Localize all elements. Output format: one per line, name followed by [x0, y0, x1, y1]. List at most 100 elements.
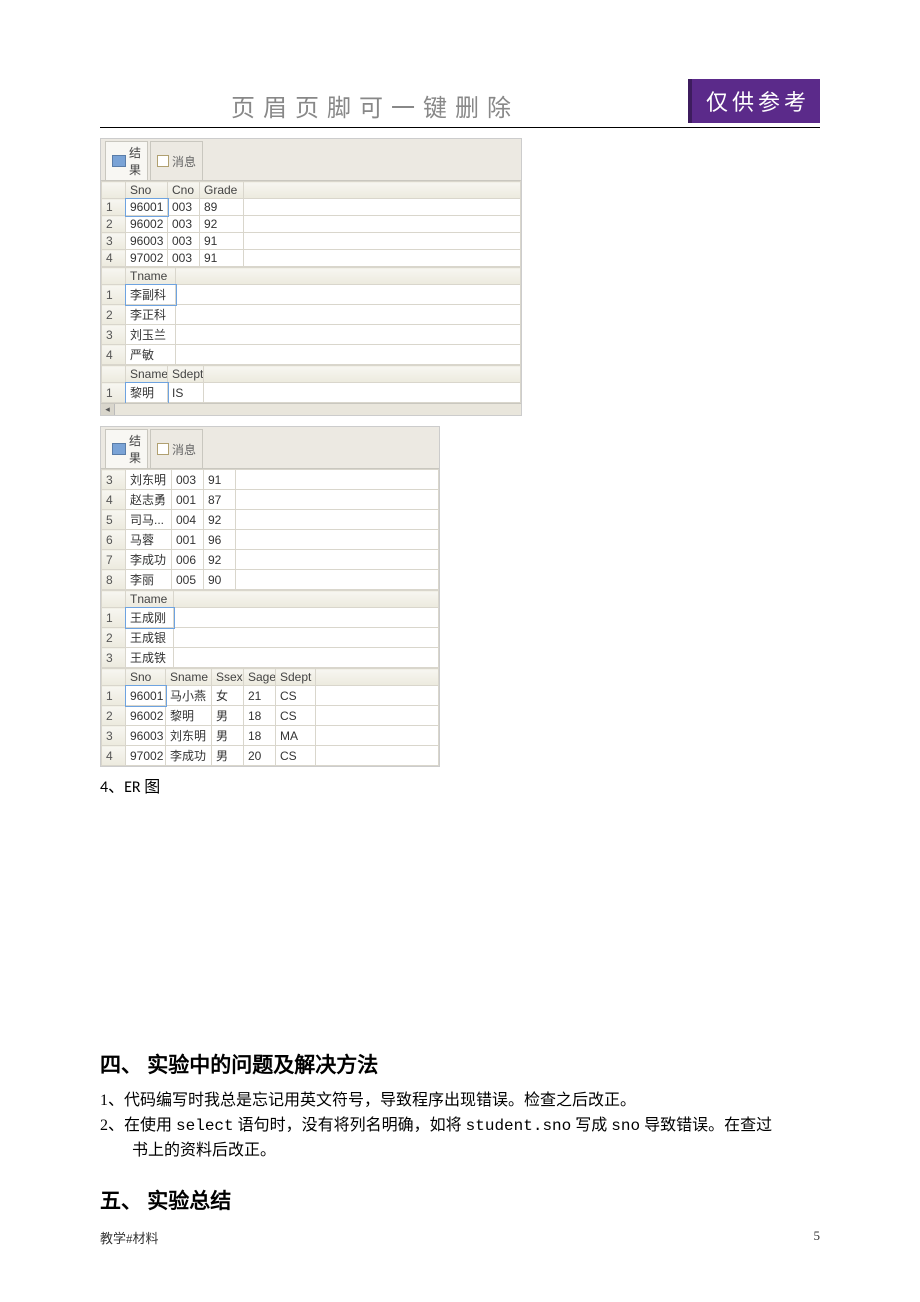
data-cell[interactable]: 女	[212, 686, 244, 706]
rownum-cell[interactable]: 3	[102, 233, 126, 250]
table-row[interactable]: 1黎明IS	[102, 383, 521, 403]
rownum-cell[interactable]: 6	[102, 530, 126, 550]
data-cell[interactable]: 男	[212, 746, 244, 766]
rownum-cell[interactable]: 4	[102, 345, 126, 365]
data-cell[interactable]: 男	[212, 726, 244, 746]
data-cell[interactable]: 006	[172, 550, 204, 570]
data-cell[interactable]: 97002	[126, 250, 168, 267]
data-cell[interactable]: 004	[172, 510, 204, 530]
rownum-cell[interactable]: 1	[102, 285, 126, 305]
rownum-cell[interactable]: 2	[102, 706, 126, 726]
data-cell[interactable]: 黎明	[126, 383, 168, 403]
tab-results[interactable]: 结果	[105, 141, 148, 180]
data-cell[interactable]: 91	[204, 470, 236, 490]
data-cell[interactable]: 96003	[126, 233, 168, 250]
data-cell[interactable]: 91	[200, 233, 244, 250]
data-cell[interactable]: 003	[168, 233, 200, 250]
tab-messages[interactable]: 消息	[150, 429, 203, 468]
data-cell[interactable]: 刘东明	[166, 726, 212, 746]
data-cell[interactable]: MA	[276, 726, 316, 746]
data-cell[interactable]: 89	[200, 199, 244, 216]
data-cell[interactable]: 李副科	[126, 285, 176, 305]
rownum-cell[interactable]: 1	[102, 686, 126, 706]
tab-messages[interactable]: 消息	[150, 141, 203, 180]
data-cell[interactable]: 司马...	[126, 510, 172, 530]
table-row[interactable]: 49700200391	[102, 250, 521, 267]
data-cell[interactable]: 003	[172, 470, 204, 490]
table-row[interactable]: 5司马...00492	[102, 510, 439, 530]
data-cell[interactable]: 刘东明	[126, 470, 172, 490]
table-row[interactable]: 6马蓉00196	[102, 530, 439, 550]
data-cell[interactable]: 李成功	[166, 746, 212, 766]
table-row[interactable]: 2王成银	[102, 628, 439, 648]
data-cell[interactable]: 001	[172, 490, 204, 510]
table-row[interactable]: 29600200392	[102, 216, 521, 233]
data-cell[interactable]: CS	[276, 746, 316, 766]
data-cell[interactable]: 003	[168, 216, 200, 233]
data-cell[interactable]: 96002	[126, 706, 166, 726]
table-row[interactable]: 8李丽00590	[102, 570, 439, 590]
column-header[interactable]: Sname	[166, 669, 212, 686]
data-cell[interactable]: 96002	[126, 216, 168, 233]
data-cell[interactable]: 96003	[126, 726, 166, 746]
rownum-cell[interactable]: 5	[102, 510, 126, 530]
rownum-cell[interactable]: 4	[102, 490, 126, 510]
table-row[interactable]: 4严敏	[102, 345, 521, 365]
data-cell[interactable]: 001	[172, 530, 204, 550]
data-cell[interactable]: 李正科	[126, 305, 176, 325]
rownum-cell[interactable]: 2	[102, 216, 126, 233]
column-header[interactable]: Sdept	[276, 669, 316, 686]
scroll-strip[interactable]: ◂	[101, 403, 521, 415]
rownum-cell[interactable]: 3	[102, 325, 126, 345]
table-row[interactable]: 7李成功00692	[102, 550, 439, 570]
data-cell[interactable]: 92	[200, 216, 244, 233]
column-header[interactable]: Sage	[244, 669, 276, 686]
data-cell[interactable]: 黎明	[166, 706, 212, 726]
table-row[interactable]: 3刘东明00391	[102, 470, 439, 490]
table-row[interactable]: 497002李成功男20CS	[102, 746, 439, 766]
data-cell[interactable]: 赵志勇	[126, 490, 172, 510]
rownum-cell[interactable]: 3	[102, 648, 126, 668]
rownum-cell[interactable]: 2	[102, 628, 126, 648]
data-cell[interactable]: 005	[172, 570, 204, 590]
scroll-left-icon[interactable]: ◂	[101, 404, 115, 416]
table-row[interactable]: 3王成铁	[102, 648, 439, 668]
rownum-cell[interactable]: 4	[102, 250, 126, 267]
data-cell[interactable]: 18	[244, 706, 276, 726]
data-cell[interactable]: 王成银	[126, 628, 174, 648]
data-cell[interactable]: 王成铁	[126, 648, 174, 668]
tab-results[interactable]: 结果	[105, 429, 148, 468]
rownum-cell[interactable]: 7	[102, 550, 126, 570]
table-row[interactable]: 1李副科	[102, 285, 521, 305]
column-header[interactable]: Grade	[200, 182, 244, 199]
data-cell[interactable]: CS	[276, 686, 316, 706]
column-header[interactable]: Cno	[168, 182, 200, 199]
rownum-cell[interactable]: 1	[102, 199, 126, 216]
data-cell[interactable]: 严敏	[126, 345, 176, 365]
rownum-cell[interactable]: 1	[102, 608, 126, 628]
rownum-cell[interactable]: 8	[102, 570, 126, 590]
data-cell[interactable]: IS	[168, 383, 204, 403]
data-cell[interactable]: 003	[168, 199, 200, 216]
data-cell[interactable]: 马小燕	[166, 686, 212, 706]
column-header[interactable]: Sno	[126, 669, 166, 686]
data-cell[interactable]: 男	[212, 706, 244, 726]
data-cell[interactable]: 97002	[126, 746, 166, 766]
column-header[interactable]: Sname	[126, 366, 168, 383]
data-cell[interactable]: 21	[244, 686, 276, 706]
data-cell[interactable]: 003	[168, 250, 200, 267]
rownum-cell[interactable]: 3	[102, 726, 126, 746]
column-header[interactable]: Sdept	[168, 366, 204, 383]
table-row[interactable]: 1王成刚	[102, 608, 439, 628]
rownum-cell[interactable]: 2	[102, 305, 126, 325]
data-cell[interactable]: 刘玉兰	[126, 325, 176, 345]
column-header[interactable]: Tname	[126, 591, 174, 608]
table-row[interactable]: 4赵志勇00187	[102, 490, 439, 510]
data-cell[interactable]: 马蓉	[126, 530, 172, 550]
table-row[interactable]: 3刘玉兰	[102, 325, 521, 345]
data-cell[interactable]: 96001	[126, 686, 166, 706]
data-cell[interactable]: 96	[204, 530, 236, 550]
table-row[interactable]: 2李正科	[102, 305, 521, 325]
column-header[interactable]: Ssex	[212, 669, 244, 686]
column-header[interactable]: Tname	[126, 268, 176, 285]
